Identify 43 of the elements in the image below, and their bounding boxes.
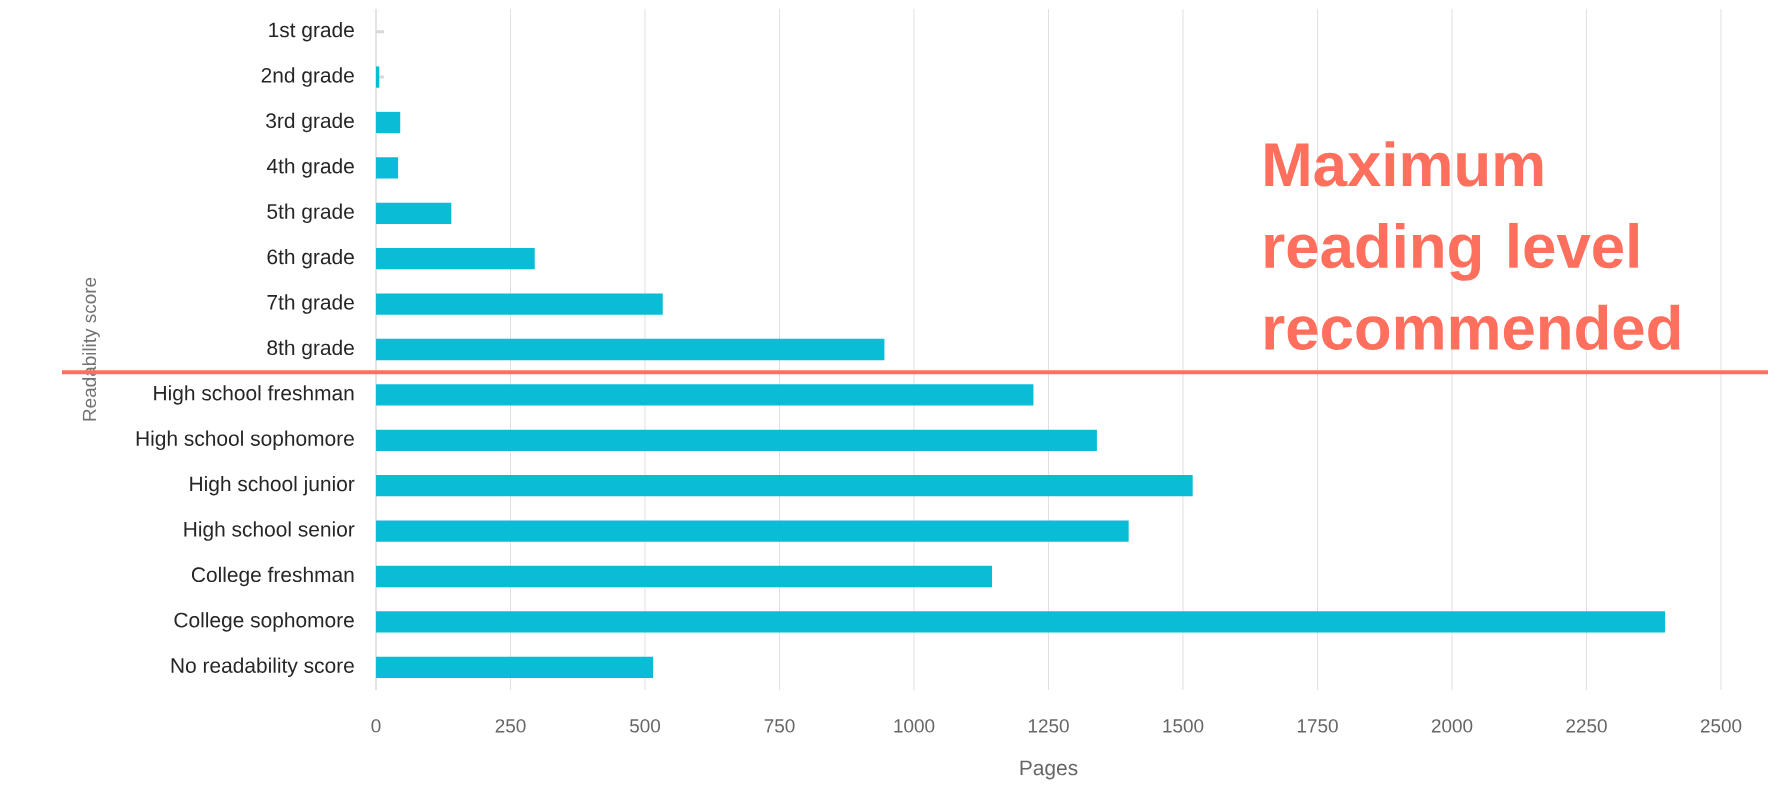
y-tick-label: No readability score bbox=[171, 657, 354, 678]
bar bbox=[376, 384, 1034, 406]
x-tick-label: 2500 bbox=[1700, 719, 1742, 733]
bar bbox=[376, 611, 1666, 633]
bar bbox=[376, 565, 993, 588]
y-tick-label: 6th grade bbox=[267, 248, 354, 269]
x-tick-label: 1500 bbox=[1163, 719, 1204, 733]
x-tick-label: 1750 bbox=[1297, 719, 1338, 733]
bar bbox=[376, 429, 1097, 451]
bar bbox=[376, 520, 1129, 542]
bar bbox=[376, 66, 380, 88]
y-tick-label: College freshman bbox=[191, 566, 354, 587]
y-tick-label: 5th grade bbox=[267, 203, 354, 224]
y-tick-label: 7th grade bbox=[267, 294, 354, 314]
bar bbox=[376, 248, 535, 270]
x-tick-label: 0 bbox=[371, 719, 381, 733]
x-tick-label: 250 bbox=[495, 719, 526, 733]
y-axis-title: Readability score bbox=[82, 277, 100, 421]
y-tick-label: High school senior bbox=[184, 521, 355, 541]
bar bbox=[376, 293, 663, 315]
ref-line-label: Maximum reading level recommended bbox=[1265, 141, 1680, 350]
y-tick-label: 3rd grade bbox=[266, 112, 354, 133]
y-tick-label: College sophomore bbox=[174, 612, 354, 632]
bar bbox=[376, 202, 452, 224]
y-tick-label: 8th grade bbox=[267, 339, 354, 360]
y-tick-label: High school junior bbox=[190, 475, 355, 496]
x-tick-label: 2250 bbox=[1566, 719, 1607, 733]
x-axis-title: Pages bbox=[1020, 760, 1078, 780]
bar bbox=[376, 157, 399, 179]
x-tick-label: 2000 bbox=[1431, 719, 1473, 733]
y-tick-label: 1st grade bbox=[269, 21, 354, 42]
bar bbox=[376, 656, 654, 678]
x-tick-label: 750 bbox=[764, 719, 795, 733]
x-tick-label: 1000 bbox=[894, 719, 935, 733]
x-tick-label: 1250 bbox=[1028, 719, 1069, 733]
bar bbox=[376, 475, 1193, 497]
bar bbox=[376, 111, 401, 134]
y-tick-label: High school sophomore bbox=[136, 430, 354, 451]
y-tick-label: High school freshman bbox=[154, 385, 354, 405]
x-tick-label: 500 bbox=[629, 719, 661, 733]
y-tick-label: 2nd grade bbox=[261, 67, 354, 87]
y-tick-label: 4th grade bbox=[266, 158, 354, 178]
bar bbox=[376, 338, 885, 361]
